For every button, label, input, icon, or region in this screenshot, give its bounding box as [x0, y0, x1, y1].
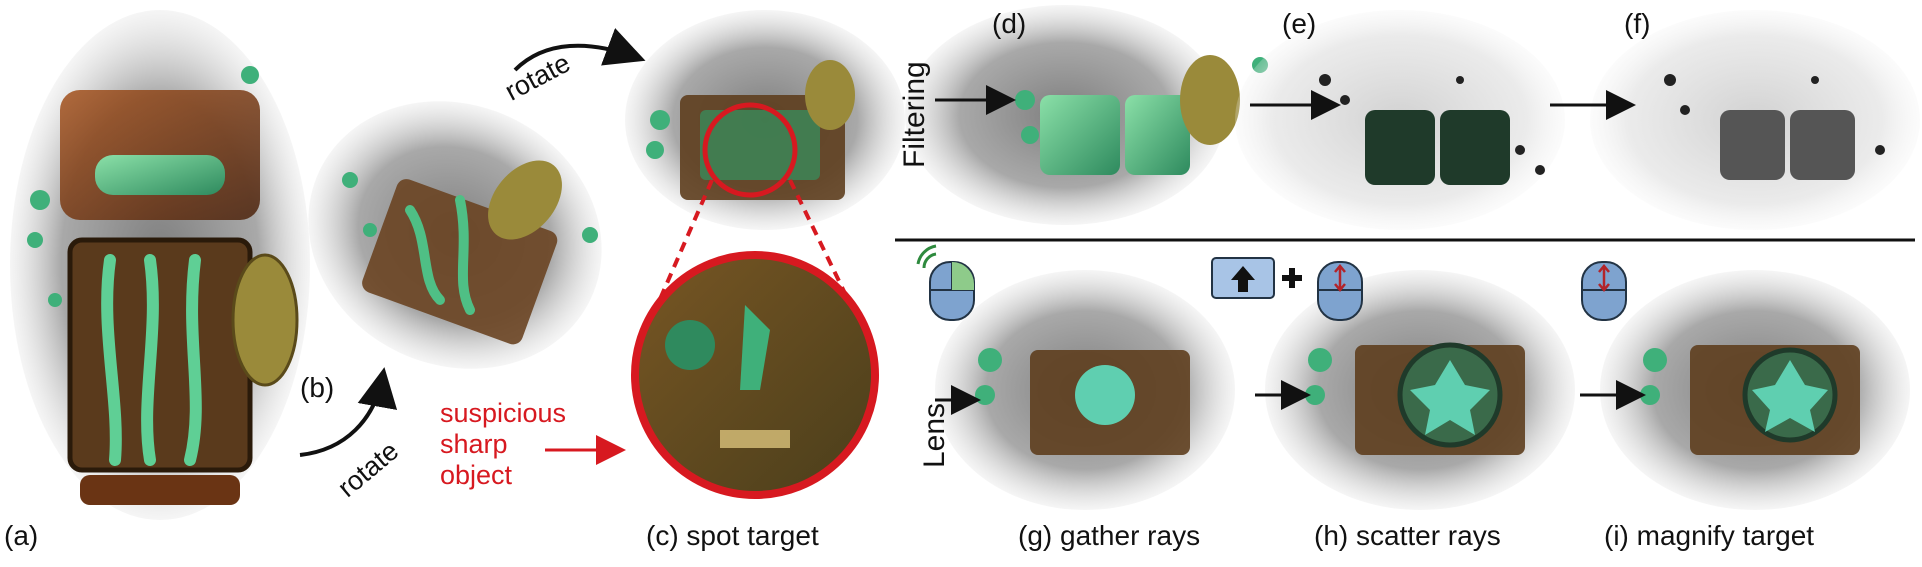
panel-i-volume — [1600, 270, 1910, 510]
mouse-click-icon — [916, 244, 975, 321]
zoom-inset — [631, 251, 879, 499]
label-c: (c) spot target — [646, 520, 819, 551]
panel-d-volume — [905, 5, 1268, 225]
mouse-scroll-icon — [1317, 261, 1363, 321]
annotation-text: suspicious sharp object — [440, 398, 566, 491]
row-label-filtering: Filtering — [898, 61, 931, 168]
panel-e-volume — [1235, 10, 1565, 230]
rotate-arrow-1 — [513, 28, 646, 72]
rotate-arrow-2 — [299, 367, 398, 457]
zoom-line-left — [638, 179, 714, 346]
label-a: (a) — [4, 520, 39, 551]
zoom-line-right — [788, 179, 872, 346]
label-b: (b) — [300, 372, 335, 403]
panel-h-volume — [1265, 270, 1575, 510]
up-arrow-key-icon — [1211, 257, 1302, 299]
label-d: (d) — [992, 8, 1027, 39]
label-e: (e) — [1282, 8, 1317, 39]
annotation-line-1: suspicious — [440, 398, 567, 428]
label-f: (f) — [1624, 8, 1651, 39]
panel-b-volume — [308, 101, 602, 369]
target-circle — [702, 102, 798, 198]
label-h: (h) scatter rays — [1314, 520, 1501, 551]
label-i: (i) magnify target — [1604, 520, 1815, 551]
panel-c-volume — [625, 10, 905, 230]
annotation-line-3: object — [440, 460, 513, 490]
panel-a-volume — [10, 10, 310, 520]
panel-f-volume — [1590, 10, 1920, 230]
panel-g-volume — [935, 270, 1235, 510]
row-label-lens: Lens — [918, 402, 951, 468]
mouse-scroll-icon — [1581, 261, 1627, 321]
annotation-line-2: sharp — [440, 429, 508, 459]
label-g: (g) gather rays — [1018, 520, 1201, 551]
